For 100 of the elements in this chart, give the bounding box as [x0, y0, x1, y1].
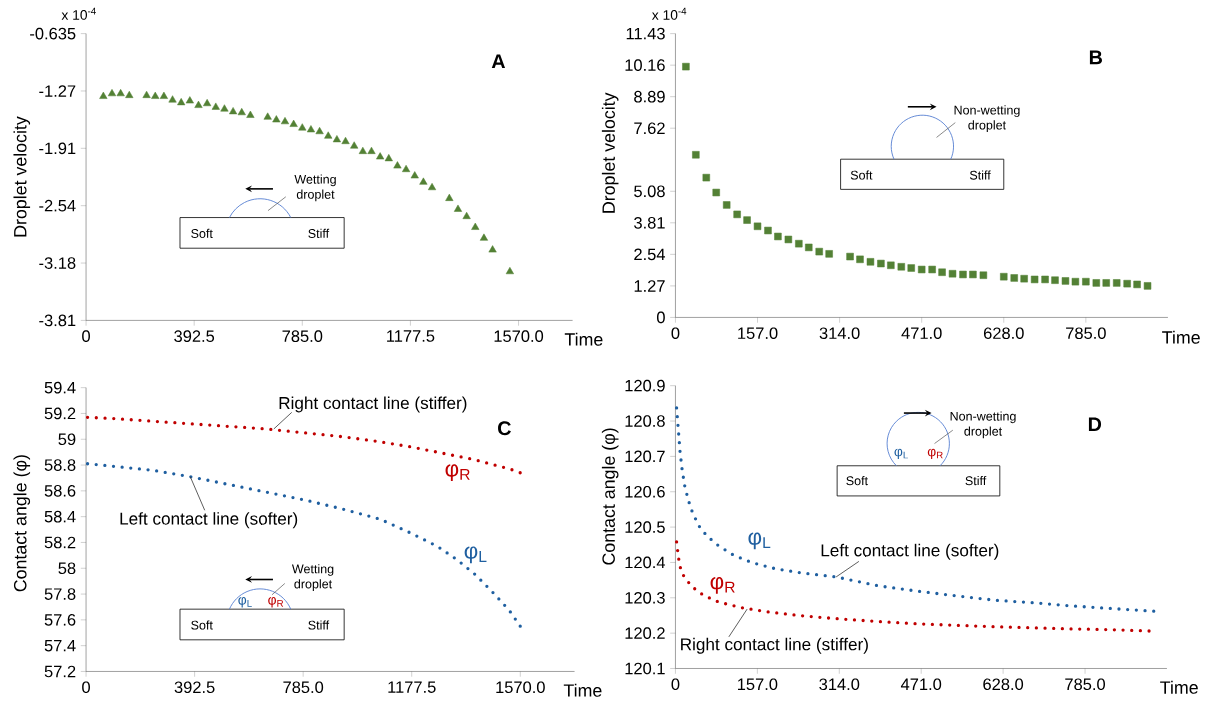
point [825, 250, 833, 258]
point [959, 270, 967, 279]
annotation: φ$_{L}$ [238, 596, 252, 608]
point [505, 266, 514, 274]
annotation: Stiff [308, 228, 330, 238]
y-tick-label: 59.4 [44, 381, 76, 394]
y-axis-title: Contact angle (φ) [13, 455, 31, 592]
point [168, 95, 177, 103]
x-tick-label: 1177.5 [387, 330, 435, 342]
y-tick-label: 58.2 [44, 536, 76, 549]
line-series [674, 406, 1156, 613]
y-tick-label: 5.08 [634, 185, 665, 198]
point [194, 100, 203, 108]
y-tick-label: 120.1 [625, 662, 665, 675]
point [211, 102, 220, 110]
point [376, 152, 385, 160]
point [722, 201, 731, 209]
point [341, 136, 350, 144]
y-tick-label: 59.2 [44, 407, 76, 420]
y-tick-label: 0 [656, 311, 665, 324]
y-tick-label: 58.4 [44, 510, 76, 523]
x-tick-label: 628.0 [983, 327, 1024, 339]
point [917, 265, 926, 274]
annotation: φ$_{R}$ [927, 448, 943, 459]
y-tick-label: 11.43 [626, 27, 665, 40]
point [1010, 274, 1018, 282]
y-tick-label: 120.3 [625, 591, 665, 604]
point [1092, 279, 1101, 287]
x-tick-label: 157.0 [738, 327, 778, 339]
text: x 10$^{-4}$ [61, 7, 96, 20]
point [315, 126, 324, 134]
point [332, 135, 341, 143]
point [928, 265, 936, 274]
annotation: φ$_{L}$ [894, 448, 908, 459]
annotation: Wetting droplet [294, 174, 336, 202]
y-tick-label: 1.27 [634, 280, 665, 292]
x-tick-label: 1177.5 [388, 681, 436, 693]
y-tick-label: 120.4 [625, 556, 666, 569]
x-axis-title: Time [564, 332, 603, 346]
x-tick-label: 785.0 [283, 681, 324, 693]
point [866, 258, 875, 266]
point [263, 112, 272, 120]
point [99, 91, 108, 99]
point [1123, 279, 1131, 288]
text: B [1089, 50, 1102, 65]
point [471, 222, 480, 230]
y-tick-label: 3.81 [634, 216, 665, 229]
x-axis-title: Time [1162, 330, 1200, 344]
point [479, 233, 488, 241]
annotation: Stiff [965, 475, 987, 486]
point [229, 107, 238, 115]
point [1082, 277, 1090, 286]
point [177, 97, 186, 106]
y-tick-label: 59 [58, 433, 76, 445]
y-tick-label: 120.8 [625, 415, 665, 427]
series-label: φ$_{L}$ [464, 546, 487, 564]
point [1020, 274, 1028, 283]
y-tick-label: 120.7 [625, 450, 665, 463]
point [1061, 277, 1070, 285]
annotation: Stiff [308, 620, 330, 630]
point [846, 252, 854, 261]
point [280, 116, 290, 125]
y-tick-label: 7.62 [634, 122, 665, 134]
y-tick-label: 57.6 [44, 613, 76, 626]
point [1102, 279, 1110, 287]
annotation: Soft [850, 170, 873, 180]
point [419, 177, 428, 185]
y-tick-label: 120.5 [625, 521, 665, 533]
text: D [1088, 417, 1102, 431]
x-axis-title: Time [1160, 680, 1198, 694]
x-tick-label: 785.0 [1066, 327, 1106, 339]
line-series [85, 462, 522, 628]
point [1051, 276, 1059, 284]
point [682, 62, 690, 71]
text: A [491, 54, 506, 69]
point [753, 222, 762, 230]
point [445, 193, 454, 201]
point [220, 104, 229, 112]
point [159, 91, 168, 99]
x-tick-label: 628.0 [983, 678, 1024, 691]
point [897, 262, 905, 271]
point [948, 269, 957, 278]
point [702, 173, 710, 182]
x-tick-label: 1570.0 [494, 330, 544, 342]
point [488, 245, 497, 253]
y-tick-label: -1.27 [39, 85, 76, 97]
point [393, 161, 402, 169]
x-tick-label: 1570.0 [496, 681, 545, 693]
y-tick-label: 57.2 [44, 665, 76, 678]
x-tick-label: 392.5 [174, 681, 215, 693]
annotation: φ$_{R}$ [268, 596, 284, 608]
annotation: Left contact line (softer) [821, 543, 999, 560]
text: C [498, 421, 511, 436]
point [185, 96, 194, 104]
point [795, 239, 803, 248]
y-tick-label: -1.91 [39, 142, 76, 155]
point [733, 210, 741, 218]
annotation: Non-wetting droplet [954, 105, 1020, 132]
y-tick-label: 8.89 [634, 90, 665, 103]
y-axis-title: Droplet velocity [601, 92, 619, 213]
